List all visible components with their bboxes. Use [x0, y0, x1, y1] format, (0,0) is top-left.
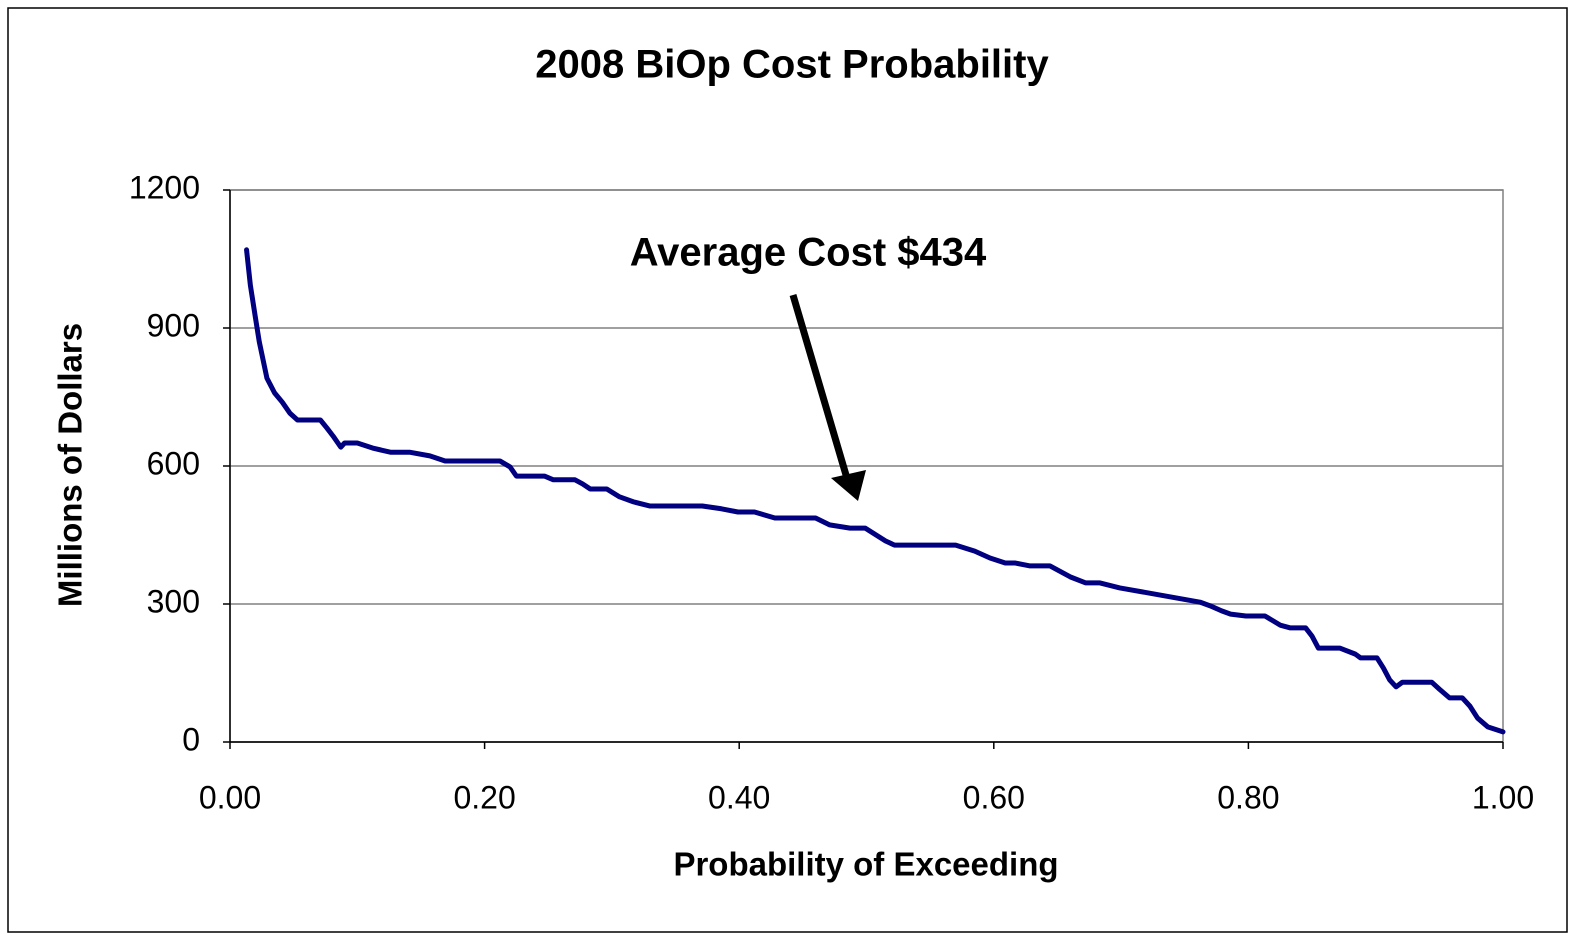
plot-area: 0 300 600 900 1200 0.00 0.20 0.40 0.60 0.80 1.00 — [129, 169, 1534, 815]
annotation-arrow — [789, 294, 850, 476]
y-tick-label: 600 — [147, 445, 200, 481]
data-line — [244, 247, 1506, 735]
x-tick-label: 0.80 — [1217, 779, 1279, 815]
annotation: Average Cost $434 — [630, 231, 987, 275]
x-tick-label: 0.60 — [963, 779, 1025, 815]
x-tick-label: 0.20 — [453, 779, 515, 815]
chart-frame — [7, 7, 1568, 933]
x-tick-label: 0.00 — [199, 779, 261, 815]
chart-title: 2008 BiOp Cost Probability — [535, 43, 1049, 87]
y-tick-label: 900 — [147, 307, 200, 343]
y-axis-label: Millions of Dollars — [52, 323, 89, 607]
annotation-arrowhead — [831, 470, 866, 501]
x-tick-label: 1.00 — [1472, 779, 1534, 815]
y-tick-label: 0 — [182, 721, 200, 757]
y-tick-label: 300 — [147, 583, 200, 619]
y-tick-label: 1200 — [129, 169, 200, 205]
x-axis-label: Probability of Exceeding — [673, 846, 1058, 883]
x-tick-label: 0.40 — [708, 779, 770, 815]
